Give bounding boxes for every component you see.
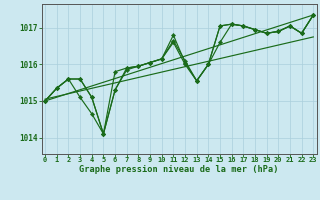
X-axis label: Graphe pression niveau de la mer (hPa): Graphe pression niveau de la mer (hPa) <box>79 165 279 174</box>
